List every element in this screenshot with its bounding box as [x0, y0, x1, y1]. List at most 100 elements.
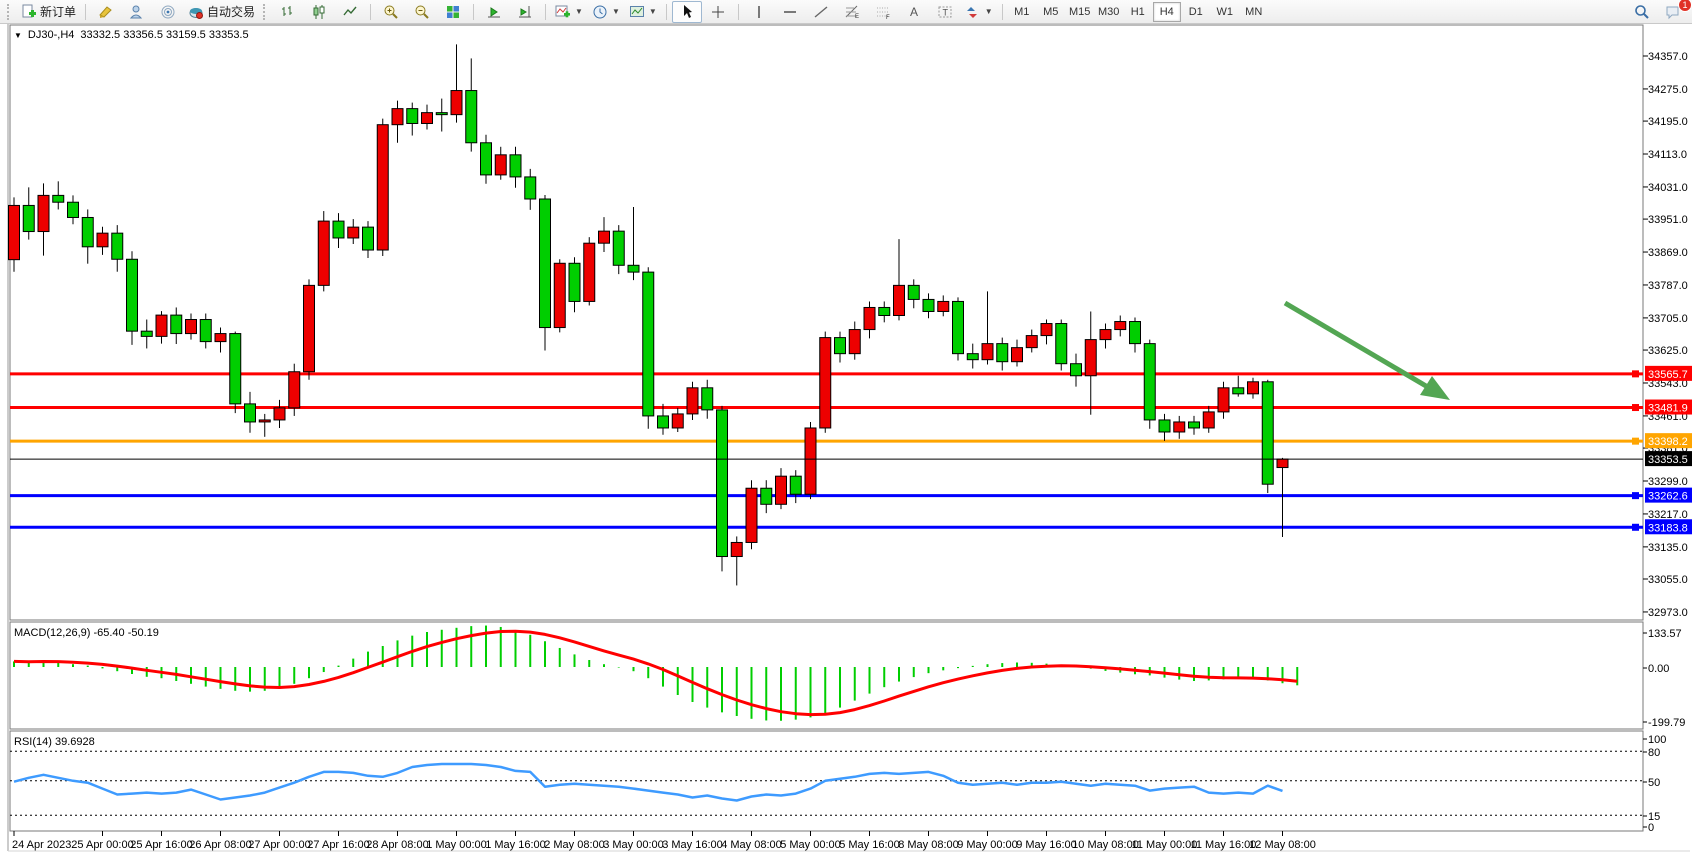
tf-m1-button[interactable]: M1 — [1014, 5, 1030, 18]
cursor-tool-button[interactable] — [671, 0, 702, 23]
tile-windows-icon — [447, 5, 460, 18]
auto-scroll-button[interactable] — [479, 1, 509, 23]
svg-text:34195.0: 34195.0 — [1648, 116, 1688, 128]
svg-text:A: A — [910, 5, 918, 19]
person-chart-icon — [129, 5, 143, 18]
tf-m15-button[interactable]: M15 — [1069, 5, 1091, 18]
cursor-icon — [683, 4, 692, 18]
svg-text:5 May 16:00: 5 May 16:00 — [839, 839, 900, 851]
tf-h4-button[interactable]: H4 — [1152, 1, 1181, 22]
styler-button[interactable] — [91, 1, 121, 23]
tile-windows-button[interactable] — [438, 1, 468, 23]
tf-d1-button[interactable]: D1 — [1188, 5, 1203, 18]
svg-text:33481.9: 33481.9 — [1648, 403, 1688, 415]
tf-h1-button[interactable]: H1 — [1130, 5, 1145, 18]
signals-button[interactable] — [153, 1, 183, 23]
grid-tool-button[interactable]: F — [868, 1, 898, 23]
signal-radar-icon — [161, 5, 175, 18]
zoom-out-icon — [415, 5, 429, 19]
tf-m30-button[interactable]: M30 — [1098, 5, 1120, 18]
templates-dropdown-arrow: ▼ — [648, 7, 657, 16]
vertical-line-icon — [758, 5, 760, 18]
svg-text:100: 100 — [1648, 734, 1666, 746]
svg-text:4 May 08:00: 4 May 08:00 — [721, 839, 782, 851]
new-order-button[interactable]: 新订单 — [17, 1, 80, 23]
svg-text:0: 0 — [1648, 822, 1654, 834]
auto-trading-icon — [189, 7, 204, 19]
chart-canvas[interactable]: 34357.0 34275.0 34195.0 34113.0 34031.0 33951… — [0, 24, 1692, 853]
svg-text:8 May 08:00: 8 May 08:00 — [898, 839, 959, 851]
svg-text:33183.8: 33183.8 — [1648, 522, 1688, 534]
one-click-trading-collapse-icon[interactable]: ▼ — [14, 30, 22, 40]
search-icon — [1635, 4, 1649, 19]
svg-text:33869.0: 33869.0 — [1648, 247, 1688, 259]
symbol-period-label: DJ30-,H4 — [27, 29, 75, 41]
text-icon: A — [910, 5, 918, 19]
indicators-dropdown-arrow: ▼ — [575, 7, 583, 16]
zoom-out-button[interactable] — [407, 1, 437, 23]
svg-text:10 May 08:00: 10 May 08:00 — [1072, 839, 1139, 851]
zoom-in-button[interactable] — [376, 1, 406, 23]
svg-text:133.57: 133.57 — [1648, 628, 1682, 640]
line-chart-icon — [343, 6, 357, 15]
svg-text:34113.0: 34113.0 — [1648, 149, 1687, 161]
chart-shift-icon — [519, 5, 532, 17]
line-chart-mode-button[interactable] — [335, 1, 365, 23]
vertical-line-tool-button[interactable] — [744, 1, 774, 23]
notification-badge: 1 — [1678, 0, 1692, 12]
svg-text:1 May 00:00: 1 May 00:00 — [426, 839, 487, 851]
horizontal-line-tool-button[interactable] — [775, 1, 805, 23]
svg-text:33299.0: 33299.0 — [1648, 476, 1688, 488]
svg-text:34275.0: 34275.0 — [1648, 84, 1688, 96]
svg-text:E: E — [855, 14, 859, 20]
svg-text:27 Apr 00:00: 27 Apr 00:00 — [248, 839, 310, 851]
crosshair-tool-button[interactable] — [703, 1, 733, 23]
svg-text:28 Apr 08:00: 28 Apr 08:00 — [366, 839, 428, 851]
search-button[interactable] — [1627, 1, 1657, 23]
svg-text:33262.6: 33262.6 — [1648, 491, 1688, 503]
zoom-in-icon — [384, 5, 398, 19]
svg-text:33398.2: 33398.2 — [1648, 436, 1688, 448]
notifications-button[interactable]: 1 — [1658, 0, 1692, 23]
tf-mn-button[interactable]: MN — [1245, 5, 1263, 18]
tf-w1-button[interactable]: W1 — [1216, 5, 1233, 18]
brush-icon — [99, 5, 112, 18]
arrow-objects-icon — [966, 6, 977, 18]
text-tool-button[interactable]: A — [899, 1, 929, 23]
arrows-tool-button[interactable]: ▼ — [961, 1, 997, 23]
svg-text:15: 15 — [1648, 811, 1660, 823]
fibonacci-tool-button[interactable]: E — [837, 1, 867, 23]
grid-icon: F — [876, 7, 890, 20]
svg-text:26 Apr 08:00: 26 Apr 08:00 — [189, 839, 251, 851]
ohlc-values-label: 33332.5 33356.5 33159.5 33353.5 — [80, 29, 249, 41]
crosshair-icon — [711, 5, 724, 18]
indicators-button[interactable]: ▼ — [551, 1, 587, 23]
svg-text:-199.79: -199.79 — [1648, 717, 1685, 729]
svg-text:33353.5: 33353.5 — [1648, 454, 1688, 466]
periods-button[interactable]: ▼ — [588, 1, 624, 23]
periods-dropdown-arrow: ▼ — [611, 7, 620, 16]
templates-button[interactable]: ▼ — [625, 1, 661, 23]
bar-chart-mode-button[interactable] — [273, 1, 303, 23]
clock-icon — [593, 5, 607, 18]
chart-area[interactable]: 34357.0 34275.0 34195.0 34113.0 34031.0 33951… — [0, 24, 1692, 853]
svg-text:34031.0: 34031.0 — [1648, 182, 1688, 194]
tf-m5-button[interactable]: M5 — [1043, 5, 1059, 18]
chart-shift-button[interactable] — [510, 1, 540, 23]
market-watch-button[interactable] — [122, 1, 152, 23]
svg-text:50: 50 — [1648, 777, 1660, 789]
trendline-tool-button[interactable] — [806, 1, 836, 23]
auto-trading-button[interactable]: 自动交易 — [184, 1, 259, 23]
svg-text:33565.7: 33565.7 — [1648, 369, 1688, 381]
candle-chart-mode-button[interactable] — [304, 1, 334, 23]
text-label-tool-button[interactable]: T — [930, 1, 960, 23]
toolbar-grip — [7, 3, 13, 20]
svg-text:0.00: 0.00 — [1648, 663, 1669, 675]
svg-text:80: 80 — [1648, 747, 1660, 759]
svg-text:5 May 00:00: 5 May 00:00 — [780, 839, 841, 851]
template-icon — [629, 5, 644, 17]
fibonacci-icon: E — [845, 5, 859, 20]
auto-scroll-icon — [488, 6, 501, 17]
text-label-icon: T — [938, 6, 952, 17]
